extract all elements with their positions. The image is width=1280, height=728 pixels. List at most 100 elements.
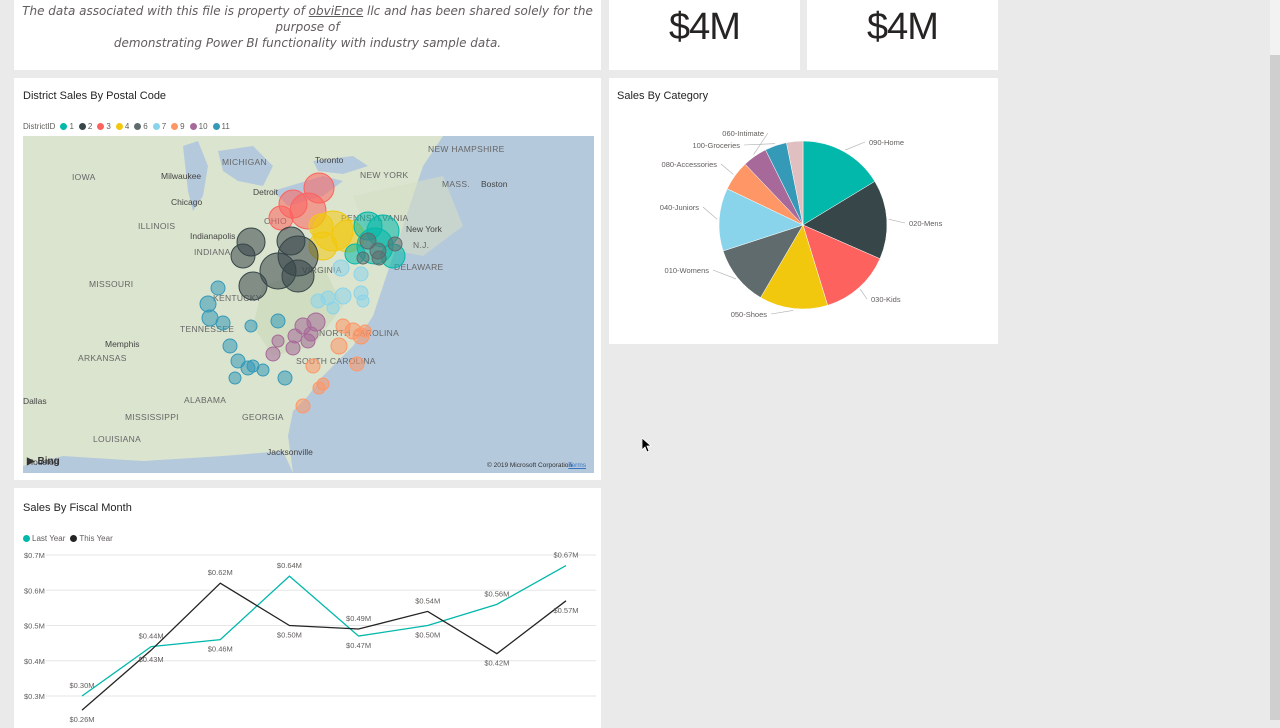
map-bubble-district-6[interactable] — [371, 250, 387, 266]
map-bubble-district-11[interactable] — [215, 315, 231, 331]
map-bubble-district-11[interactable] — [210, 280, 226, 296]
city-label-new-york: New York — [406, 224, 442, 234]
map-bubble-district-2[interactable] — [238, 271, 268, 301]
pie-label-030-Kids: 030-Kids — [871, 295, 901, 304]
map-bubble-district-11[interactable] — [246, 359, 260, 373]
map-copyright: © 2019 Microsoft Corporation — [487, 462, 572, 469]
kpi-tile-2[interactable]: $4M — [807, 0, 998, 70]
state-label-delaware: DELAWARE — [394, 262, 444, 272]
map-legend-item-4[interactable]: 4 — [115, 122, 130, 131]
map-bubble-district-11[interactable] — [270, 313, 286, 329]
map-bubble-district-11[interactable] — [199, 295, 217, 313]
map-legend-item-1[interactable]: 1 — [60, 122, 74, 131]
map-bubble-district-10[interactable] — [285, 340, 301, 356]
map-bubble-district-11[interactable] — [222, 338, 238, 354]
map-bubble-district-11[interactable] — [228, 371, 242, 385]
pie-slice-050-Shoes[interactable] — [760, 224, 828, 310]
legend-label: 4 — [124, 122, 130, 131]
map-bubble-district-9[interactable] — [295, 398, 311, 414]
state-label-iowa: IOWA — [72, 172, 96, 182]
map-bubble-district-3[interactable] — [268, 205, 294, 231]
state-label-louisiana: LOUISIANA — [93, 434, 142, 444]
map-legend-item-10[interactable]: 10 — [189, 122, 208, 131]
map-bubble-district-6[interactable] — [356, 251, 370, 265]
map-bubble-district-9[interactable] — [358, 324, 372, 338]
map-legend-item-11[interactable]: 11 — [212, 122, 230, 131]
map-legend-item-3[interactable]: 3 — [97, 122, 111, 131]
map-legend-item-7[interactable]: 7 — [152, 122, 166, 131]
map-legend: DistrictID 1 2 3 4 6 7 9 10 11 — [23, 122, 230, 131]
city-label-detroit: Detroit — [253, 187, 279, 197]
line-tile-title: Sales By Fiscal Month — [23, 502, 132, 514]
scrollbar-track-top — [1270, 0, 1280, 55]
info-tile: The data associated with this file is pr… — [14, 0, 601, 70]
pie-slice-090-Home[interactable] — [802, 140, 876, 226]
pie-leader-line — [743, 143, 776, 146]
map-bubble-district-9[interactable] — [312, 381, 326, 395]
pie-slice-030-Kids[interactable] — [802, 224, 881, 306]
pie-leader-line — [712, 269, 737, 280]
map-bubbles[interactable] — [23, 136, 594, 473]
legend-dot — [115, 123, 123, 130]
pie-slice-010-Womens[interactable] — [722, 224, 804, 298]
map-bubble-district-2[interactable] — [276, 226, 306, 256]
kpi-value-2: $4M — [867, 6, 939, 48]
obvience-link[interactable]: obviEnce — [308, 4, 364, 18]
pie-label-020-Mens: 020-Mens — [909, 219, 943, 228]
state-label-indiana: INDIANA — [194, 247, 231, 257]
map-bubble-district-7[interactable] — [310, 293, 326, 309]
map-legend-item-9[interactable]: 9 — [171, 122, 185, 131]
map-bubble-district-6[interactable] — [387, 236, 403, 252]
map-visual[interactable]: MICHIGAN IOWA ILLINOIS INDIANA MISSOURI … — [23, 136, 594, 473]
legend-item-this-year[interactable]: This Year — [70, 534, 113, 543]
legend-dot — [189, 123, 197, 130]
map-bubble-district-7[interactable] — [356, 294, 370, 308]
map-terms-link[interactable]: Terms — [568, 462, 586, 469]
map-bubble-district-9[interactable] — [349, 356, 365, 372]
legend-label: 11 — [221, 122, 230, 131]
pie-leader-line — [720, 163, 734, 175]
line-chart[interactable]: $0.7M $0.6M $0.5M $0.4M $0.3M $0.30M $0.44M $0.… — [14, 546, 601, 726]
y-tick-label: $0.5M — [24, 622, 45, 631]
pie-slice-040-Juniors[interactable] — [718, 188, 804, 252]
map-bubble-district-9[interactable] — [305, 358, 321, 374]
map-bubble-district-10[interactable] — [271, 334, 285, 348]
map-bubble-district-2[interactable] — [230, 243, 256, 269]
vertical-scrollbar[interactable] — [1270, 55, 1280, 720]
legend-dot — [134, 123, 142, 130]
y-tick-label: $0.7M — [24, 551, 45, 560]
pie-label-040-Juniors: 040-Juniors — [660, 203, 699, 212]
map-bubble-district-10[interactable] — [300, 333, 316, 349]
state-label-virginia: VIRGINIA — [302, 265, 342, 275]
pie-slice-020-Mens[interactable] — [802, 181, 888, 260]
legend-label: 9 — [180, 122, 185, 131]
map-bubble-district-7[interactable] — [334, 287, 352, 305]
pie-label-050-Shoes: 050-Shoes — [731, 310, 768, 319]
pie-slice-other[interactable] — [786, 140, 804, 226]
pie-tile[interactable]: Sales By Category 090-Home 020-Mens 030-Ki… — [609, 78, 998, 344]
map-legend-item-2[interactable]: 2 — [78, 122, 93, 131]
series-line-this-year[interactable] — [81, 582, 567, 711]
legend-dot — [78, 123, 86, 130]
series-line-last-year[interactable] — [81, 565, 567, 697]
city-label-houston: Houston — [27, 457, 59, 467]
legend-item-last-year[interactable]: Last Year — [23, 534, 65, 543]
map-legend-item-6[interactable]: 6 — [134, 122, 148, 131]
kpi-tile-1[interactable]: $4M — [609, 0, 800, 70]
state-label-tennessee: TENNESSEE — [180, 324, 235, 334]
legend-dot — [212, 123, 220, 130]
line-tile[interactable]: Sales By Fiscal Month Last Year This Yea… — [14, 488, 601, 728]
map-bubble-district-7[interactable] — [326, 301, 340, 315]
data-label: $0.56M — [484, 589, 509, 598]
map-bubble-district-11[interactable] — [244, 319, 258, 333]
bing-logo: ▶ Bing — [27, 456, 60, 467]
map-bubble-district-11[interactable] — [277, 370, 293, 386]
map-bubble-district-7[interactable] — [353, 266, 369, 282]
info-note: The data associated with this file is pr… — [14, 3, 601, 51]
map-tile[interactable]: District Sales By Postal Code DistrictID… — [14, 78, 601, 480]
map-bubble-district-9[interactable] — [330, 337, 348, 355]
pie-chart[interactable]: 090-Home 020-Mens 030-Kids 050-Shoes 010-Wom… — [609, 104, 998, 344]
map-bubble-district-10[interactable] — [265, 346, 281, 362]
map-bubble-district-7[interactable] — [332, 259, 350, 277]
legend-label: 2 — [87, 122, 93, 131]
